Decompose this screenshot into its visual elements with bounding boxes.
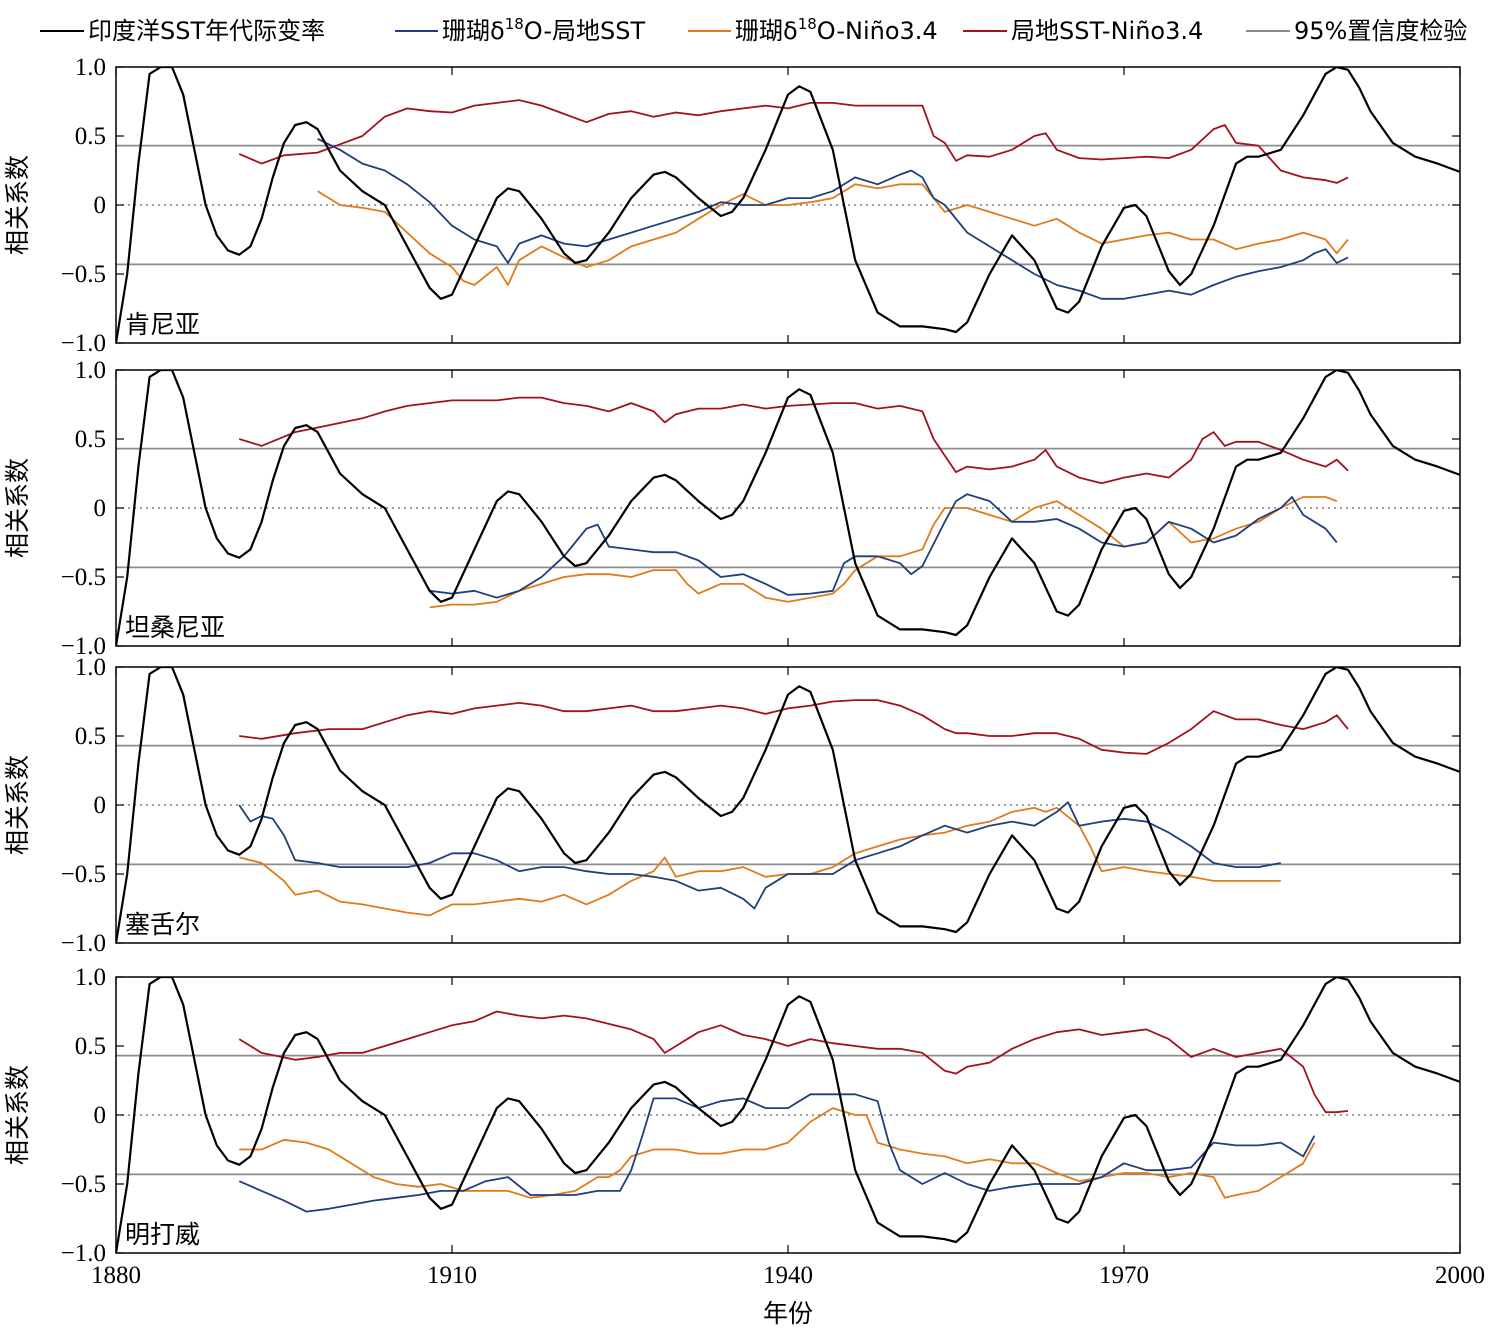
- series-line-sst-rate: [116, 667, 1460, 943]
- series-line-coral-local: [429, 493, 1338, 599]
- y-tick-label: 0.5: [75, 723, 106, 750]
- y-tick-label: −0.5: [61, 564, 106, 591]
- series-line-coral-nino: [429, 496, 1338, 609]
- y-tick-label: 1.0: [75, 964, 106, 991]
- x-tick-label: 1970: [1099, 1262, 1149, 1289]
- y-axis-title: 相关系数: [3, 1065, 32, 1165]
- panel-label: 坦桑尼亚: [125, 613, 225, 642]
- y-tick-label: −1.0: [61, 633, 106, 660]
- series-line-local-nino: [238, 99, 1349, 184]
- series-line-local-nino: [238, 396, 1349, 485]
- y-axis-title: 相关系数: [3, 155, 32, 255]
- y-tick-label: 1.0: [75, 54, 106, 81]
- series-line-coral-local: [238, 801, 1281, 910]
- y-axis-title: 相关系数: [3, 458, 32, 558]
- y-tick-label: 1.0: [75, 654, 106, 681]
- y-tick-label: −0.5: [61, 861, 106, 888]
- plot-area: [116, 370, 1460, 646]
- y-tick-label: 0: [94, 192, 107, 219]
- y-tick-label: −0.5: [61, 1171, 106, 1198]
- panel-label: 塞舌尔: [125, 910, 200, 939]
- x-tick-label: 1880: [91, 1262, 141, 1289]
- legend-label-coral-nino: 珊瑚δ18O-Niño3.4: [735, 15, 938, 45]
- plot-area: [116, 667, 1460, 943]
- series-line-sst-rate: [116, 67, 1460, 343]
- series-line-local-nino: [238, 1010, 1349, 1114]
- y-tick-label: 0: [94, 495, 107, 522]
- x-axis-title: 年份: [763, 1300, 813, 1328]
- y-tick-label: 1.0: [75, 357, 106, 384]
- series-line-coral-nino: [239, 1107, 1316, 1199]
- x-tick-label: 2000: [1435, 1262, 1485, 1289]
- x-tick-label: 1940: [763, 1262, 813, 1289]
- y-tick-label: 0.5: [75, 123, 106, 150]
- series-line-local-nino: [239, 699, 1349, 755]
- legend-label-conf95: 95%置信度检验: [1294, 17, 1467, 45]
- y-axis-title: 相关系数: [3, 755, 32, 855]
- series-line-coral-nino: [238, 806, 1281, 917]
- plot-area: [116, 67, 1460, 343]
- plot-area: [116, 977, 1460, 1253]
- legend-label-sst-rate: 印度洋SST年代际变率: [88, 17, 325, 45]
- y-tick-label: 0: [94, 792, 107, 819]
- y-tick-label: 0.5: [75, 426, 106, 453]
- legend: 印度洋SST年代际变率 珊瑚δ18O-局地SST 珊瑚δ18O-Niño3.4 …: [40, 15, 1467, 45]
- y-tick-label: −1.0: [61, 930, 106, 957]
- y-tick-label: 0: [94, 1102, 107, 1129]
- y-tick-label: −1.0: [61, 1240, 106, 1267]
- series-line-coral-local: [317, 137, 1349, 300]
- series-line-coral-local: [238, 1093, 1316, 1213]
- legend-label-local-nino: 局地SST-Niño3.4: [1011, 17, 1203, 45]
- y-tick-label: 0.5: [75, 1033, 106, 1060]
- panels: 1.00.50−0.5−1.0相关系数肯尼亚1.00.50−0.5−1.0相关系…: [3, 54, 1485, 1289]
- legend-label-coral-local: 珊瑚δ18O-局地SST: [442, 15, 645, 45]
- series-line-coral-nino: [317, 183, 1349, 286]
- panel-label: 明打威: [125, 1220, 200, 1249]
- series-line-sst-rate: [116, 370, 1460, 646]
- panel-label: 肯尼亚: [125, 310, 200, 339]
- y-tick-label: −0.5: [61, 261, 106, 288]
- x-tick-label: 1910: [427, 1262, 477, 1289]
- y-tick-label: −1.0: [61, 330, 106, 357]
- series-line-sst-rate: [116, 977, 1460, 1253]
